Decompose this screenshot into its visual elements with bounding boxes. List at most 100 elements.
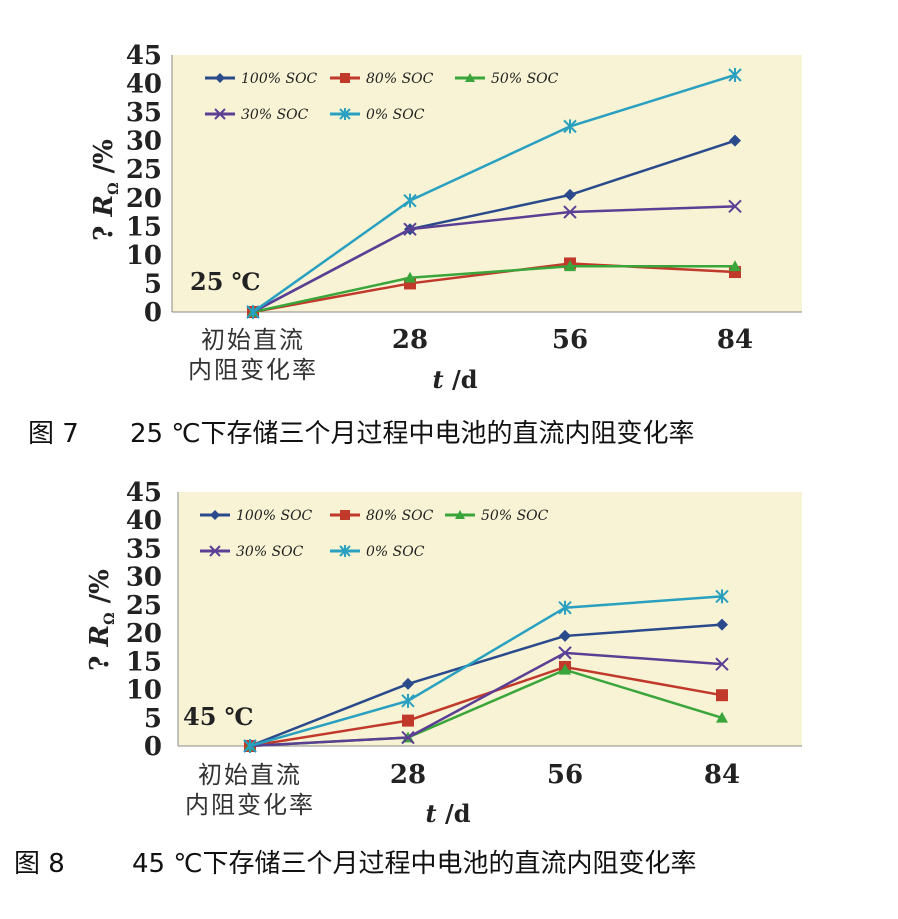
- data-point: [716, 711, 728, 723]
- legend-marker: [215, 73, 225, 83]
- data-point: [402, 714, 414, 727]
- series-line: [252, 205, 736, 314]
- x-tick-label: 初始直流: [201, 326, 305, 354]
- data-point: [403, 222, 417, 236]
- data-point: [559, 663, 571, 675]
- x-tick-label: 28: [390, 760, 426, 790]
- y-tick-label: 20: [126, 184, 162, 214]
- legend-marker: [340, 73, 350, 83]
- legend-label: 30% SOC: [236, 544, 304, 560]
- legend-marker: [340, 510, 350, 520]
- data-point: [729, 260, 741, 272]
- data-point: [728, 199, 742, 214]
- data-point: [729, 134, 741, 147]
- x-tick-label: 28: [392, 325, 428, 355]
- series-0soc: [246, 67, 742, 319]
- figure-caption-text: 25 ℃下存储三个月过程中电池的直流内阻变化率: [130, 419, 695, 449]
- legend-entry: 50% SOC: [445, 508, 549, 524]
- figure-caption-text: 45 ℃下存储三个月过程中电池的直流内阻变化率: [132, 849, 697, 879]
- legend-entry: 30% SOC: [205, 107, 309, 123]
- series-line: [252, 265, 735, 314]
- legend-entry: 100% SOC: [200, 508, 313, 524]
- legend-entry: 100% SOC: [205, 71, 318, 87]
- figure-caption-number: 图 8: [14, 849, 65, 879]
- legend-label: 100% SOC: [236, 508, 313, 524]
- data-point: [402, 677, 414, 690]
- legend-label: 80% SOC: [366, 71, 434, 87]
- legend-marker: [209, 545, 221, 557]
- data-point: [563, 119, 577, 134]
- data-point: [401, 693, 415, 708]
- legend-entry: 0% SOC: [330, 107, 425, 123]
- y-tick-label: 40: [126, 506, 162, 536]
- y-tick-label: 40: [126, 70, 162, 100]
- legend-marker: [339, 545, 351, 557]
- legend-label: 30% SOC: [241, 107, 309, 123]
- x-tick-label: 56: [547, 760, 583, 790]
- data-point: [728, 67, 742, 82]
- series-line: [249, 595, 723, 748]
- y-tick-label: 0: [144, 298, 162, 328]
- y-tick-label: 20: [126, 619, 162, 649]
- data-point: [243, 739, 257, 753]
- series-line: [252, 262, 736, 314]
- y-axis-label: ? RΩ /%: [85, 569, 118, 671]
- legend-label: 100% SOC: [241, 71, 318, 87]
- data-point: [715, 589, 729, 604]
- y-tick-label: 45: [126, 478, 162, 508]
- x-tick-label: 84: [704, 760, 740, 790]
- y-tick-label: 25: [126, 155, 162, 185]
- data-point: [558, 600, 572, 615]
- y-tick-label: 30: [126, 563, 162, 593]
- x-axis-label: t /d: [426, 799, 471, 828]
- legend-marker: [214, 108, 226, 120]
- legend-entry: 80% SOC: [330, 71, 434, 87]
- y-tick-label: 0: [144, 732, 162, 762]
- x-tick-label: 内阻变化率: [188, 356, 318, 384]
- series-line: [252, 73, 736, 314]
- y-tick-label: 10: [126, 241, 162, 271]
- data-point: [559, 629, 571, 642]
- data-point: [403, 193, 417, 208]
- y-tick-label: 10: [126, 676, 162, 706]
- y-tick-label: 15: [126, 647, 162, 677]
- legend-marker: [210, 510, 220, 520]
- y-tick-label: 25: [126, 591, 162, 621]
- data-point: [246, 305, 260, 319]
- legend-label: 50% SOC: [491, 71, 559, 87]
- legend-marker: [455, 510, 465, 519]
- data-point: [564, 188, 576, 201]
- data-point: [564, 260, 576, 272]
- y-tick-label: 15: [126, 212, 162, 242]
- legend-label: 80% SOC: [366, 508, 434, 524]
- legend-marker: [465, 73, 475, 82]
- y-tick-label: 5: [144, 704, 162, 734]
- y-tick-label: 35: [126, 534, 162, 564]
- y-tick-label: 45: [126, 41, 162, 71]
- series-line: [249, 651, 723, 748]
- y-tick-label: 5: [144, 269, 162, 299]
- series-line: [249, 623, 723, 748]
- data-point: [715, 657, 729, 671]
- y-axis-label: ? RΩ /%: [89, 139, 122, 241]
- legend-marker: [339, 108, 351, 120]
- temperature-label: 45 ℃: [183, 702, 254, 731]
- x-tick-label: 内阻变化率: [185, 791, 315, 819]
- data-point: [404, 271, 416, 283]
- x-tick-label: 84: [717, 325, 753, 355]
- figure-caption-number: 图 7: [28, 419, 79, 449]
- legend-label: 50% SOC: [481, 508, 549, 524]
- temperature-label: 25 ℃: [190, 267, 261, 296]
- data-point: [558, 646, 572, 660]
- data-point: [716, 618, 728, 631]
- plot-area: [178, 492, 802, 746]
- legend-entry: 50% SOC: [455, 71, 559, 87]
- legend-label: 0% SOC: [366, 544, 425, 560]
- data-point: [716, 689, 728, 702]
- legend-entry: 30% SOC: [200, 544, 304, 560]
- x-axis-label: t /d: [433, 365, 478, 394]
- x-tick-label: 初始直流: [198, 761, 302, 789]
